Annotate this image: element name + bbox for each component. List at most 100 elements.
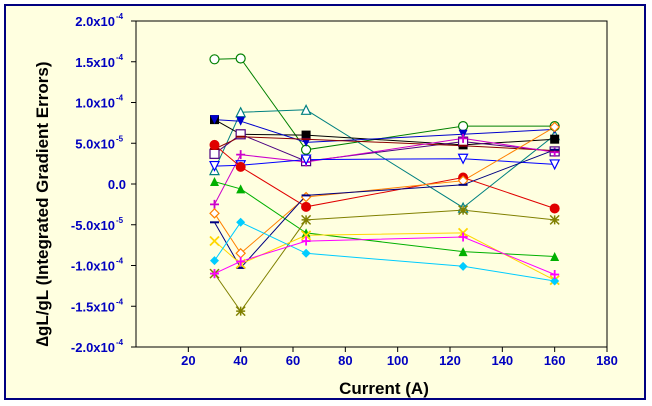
series-8 — [214, 158, 555, 167]
data-point — [209, 148, 220, 159]
series-line — [214, 149, 555, 269]
y-axis-title: ∆gL/gL (Integrated Gradient Errors) — [33, 62, 52, 347]
x-tick-label: 180 — [596, 353, 618, 368]
series-line — [214, 181, 555, 257]
data-point — [236, 256, 246, 266]
x-tick-label: 40 — [233, 353, 247, 368]
data-point — [210, 177, 219, 187]
y-tick-exponent: -4 — [116, 257, 124, 266]
data-point — [210, 199, 219, 209]
series-10-markers — [209, 121, 561, 259]
axes: 20 40 60 80 100 120 140 160 180-2.0x10 -4-1.5x10-… — [71, 12, 618, 368]
series-11-markers — [210, 177, 560, 262]
series-14-markers — [209, 227, 560, 286]
y-tick-label: -5.0x10 — [71, 218, 115, 233]
data-point — [300, 154, 312, 166]
series-1 — [214, 57, 555, 151]
plot-area-border — [135, 20, 608, 348]
series-4 — [214, 119, 555, 143]
data-point — [235, 161, 246, 172]
data-point — [549, 121, 561, 133]
data-point — [235, 129, 246, 140]
data-point — [457, 121, 469, 132]
data-point — [236, 217, 246, 227]
series-11 — [214, 181, 555, 257]
data-point — [458, 261, 468, 271]
series-line — [214, 221, 555, 282]
data-point — [457, 153, 469, 165]
data-point — [209, 235, 220, 247]
data-point — [235, 306, 246, 317]
x-tick-label: 80 — [338, 353, 352, 368]
series-line — [214, 57, 555, 151]
data-point — [549, 159, 561, 171]
x-axis-title: Current (A) — [339, 379, 429, 398]
y-tick-label: -1.0x10 — [71, 259, 115, 274]
data-point — [549, 203, 560, 214]
data-point — [236, 116, 246, 126]
data-point — [550, 252, 560, 262]
data-point — [209, 139, 220, 150]
y-tick-label: 1.5x10 — [75, 55, 115, 70]
y-tick-label: 0.0 — [108, 177, 126, 192]
data-point — [209, 54, 220, 65]
data-point — [209, 207, 220, 219]
data-point — [458, 205, 469, 216]
data-point — [301, 130, 311, 140]
data-point — [301, 248, 311, 258]
data-point — [301, 137, 311, 147]
y-tick-label: 5.0x10 — [75, 136, 115, 151]
x-tick-label: 20 — [181, 353, 195, 368]
x-tick-label: 60 — [286, 353, 300, 368]
data-point — [300, 103, 312, 115]
x-tick-label: 100 — [387, 353, 409, 368]
data-point — [458, 232, 468, 242]
data-point — [210, 269, 219, 279]
y-tick-exponent: -4 — [116, 338, 124, 347]
series-12-markers — [209, 205, 560, 317]
data-point — [236, 184, 246, 194]
y-tick-label: 2.0x10 — [75, 14, 115, 29]
data-point — [550, 134, 560, 144]
data-point — [301, 228, 311, 238]
y-tick-exponent: -4 — [116, 94, 124, 103]
data-point — [235, 53, 246, 64]
series-12 — [214, 209, 555, 312]
data-point — [458, 247, 468, 257]
x-tick-label: 160 — [544, 353, 566, 368]
data-point — [550, 269, 560, 279]
series-1-markers — [209, 53, 560, 155]
data-point — [209, 160, 220, 172]
series-15 — [214, 221, 555, 282]
y-tick-label: -1.5x10 — [71, 299, 115, 314]
y-tick-exponent: -5 — [116, 216, 124, 225]
y-tick-label: 1.0x10 — [75, 96, 115, 111]
y-tick-exponent: -4 — [116, 12, 124, 21]
series-9 — [214, 144, 555, 209]
data-point — [549, 214, 560, 225]
x-tick-label: 120 — [439, 353, 461, 368]
data-point — [458, 133, 468, 143]
series-line — [214, 158, 555, 167]
data-point — [210, 256, 219, 266]
chart-frame — [4, 4, 646, 400]
data-point — [301, 201, 312, 212]
y-tick-exponent: -4 — [116, 53, 124, 62]
data-point — [210, 115, 219, 125]
series-line — [214, 144, 555, 209]
series-line — [214, 119, 555, 143]
series-line — [214, 209, 555, 312]
series-15-markers — [210, 217, 560, 286]
data-point — [301, 236, 311, 246]
series-13-markers — [210, 148, 560, 269]
y-tick-exponent: -4 — [116, 297, 124, 306]
data-point — [300, 230, 312, 241]
y-tick-exponent: -5 — [116, 134, 124, 143]
data-point — [236, 150, 246, 160]
series-13 — [214, 149, 555, 269]
data-point — [550, 276, 560, 286]
data-point — [301, 214, 312, 225]
series-layer — [209, 53, 561, 317]
series-16-markers — [210, 232, 560, 279]
